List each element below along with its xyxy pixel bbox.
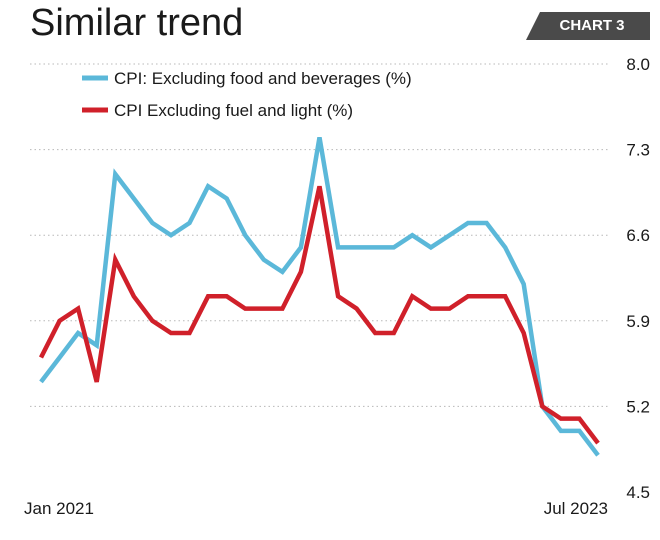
series-line-fuel-light bbox=[38, 185, 600, 445]
chart-tag-shape bbox=[526, 12, 650, 40]
y-tick-label: 4.5 bbox=[626, 483, 650, 502]
x-tick-label: Jan 2021 bbox=[24, 499, 94, 518]
x-tick-label: Jul 2023 bbox=[544, 499, 608, 518]
chart-number-tag: CHART 3 bbox=[526, 12, 650, 40]
y-tick-label: 5.9 bbox=[626, 312, 650, 331]
legend-label: CPI Excluding fuel and light (%) bbox=[114, 101, 353, 120]
chart-tag-label: CHART 3 bbox=[559, 17, 625, 34]
y-tick-label: 6.6 bbox=[626, 226, 650, 245]
series-lines bbox=[38, 137, 600, 457]
series-line-food-beverages bbox=[39, 137, 600, 457]
y-tick-label: 7.3 bbox=[626, 141, 650, 160]
y-tick-label: 5.2 bbox=[626, 397, 650, 416]
x-axis-ticks: Jan 2021 Jul 2023 bbox=[24, 499, 608, 518]
legend-label: CPI: Excluding food and beverages (%) bbox=[114, 69, 412, 88]
chart-title: Similar trend bbox=[30, 2, 244, 44]
y-axis-ticks: 8.0 7.3 6.6 5.9 5.2 4.5 bbox=[626, 55, 650, 502]
y-tick-label: 8.0 bbox=[626, 55, 650, 74]
legend: CPI: Excluding food and beverages (%) CPI… bbox=[82, 69, 412, 120]
